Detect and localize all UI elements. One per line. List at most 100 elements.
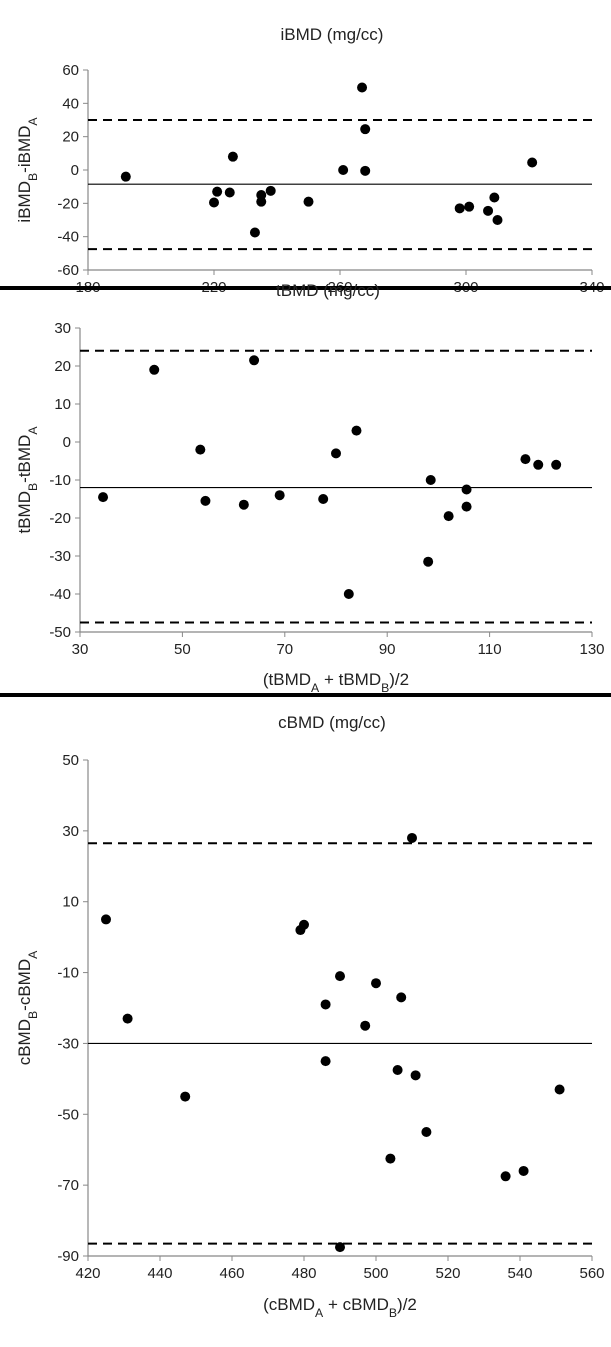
cbmd-data-point: [421, 1127, 432, 1137]
cbmd-x-tick-label: 480: [291, 1265, 316, 1282]
tbmd-x-tick-label: 30: [72, 641, 89, 658]
cbmd-panel: cBMD (mg/cc) -90 -70 -50 -30 -10 10 30 50 420 440 4…: [15, 713, 605, 1320]
tbmd-y-tick-label: -50: [49, 624, 71, 641]
ibmd-data-point: [357, 82, 368, 93]
ibmd-data-point: [249, 227, 260, 238]
ibmd-y-tick-label: -60: [57, 262, 79, 279]
cbmd-data-point: [320, 1056, 331, 1067]
tbmd-data-point: [351, 425, 362, 436]
ibmd-data-point: [120, 171, 131, 182]
ibmd-y-tick-label: -20: [57, 195, 79, 212]
tbmd-y-tick-label: 20: [54, 358, 71, 375]
tbmd-x-axis-label: (tBMDA + tBMDB)/2: [263, 670, 409, 695]
ibmd-data-point: [227, 151, 238, 162]
cbmd-data-point: [385, 1153, 396, 1164]
cbmd-x-tick-label: 420: [75, 1265, 100, 1282]
ibmd-data-point: [454, 203, 465, 214]
tbmd-data-point: [274, 490, 285, 501]
ibmd-y-tick-label: 60: [62, 62, 79, 79]
cbmd-data-point: [371, 978, 381, 989]
tbmd-data-point: [149, 364, 160, 375]
ibmd-data-point: [489, 192, 500, 203]
ibmd-data-point: [492, 215, 503, 225]
cbmd-y-tick-label: -70: [57, 1177, 79, 1194]
cbmd-data-point: [360, 1020, 371, 1031]
cbmd-data-point: [335, 971, 345, 982]
cbmd-data-point: [299, 919, 309, 930]
tbmd-data-point: [533, 459, 544, 470]
cbmd-y-tick-label: 50: [62, 752, 79, 769]
tbmd-data-point: [425, 475, 436, 485]
cbmd-x-tick-label: 500: [363, 1265, 388, 1282]
tbmd-data-point: [461, 501, 472, 512]
cbmd-data-point: [180, 1091, 191, 1102]
cbmd-data-point: [320, 999, 331, 1010]
cbmd-x-tick-label: 560: [579, 1265, 604, 1282]
cbmd-y-tick-label: 30: [62, 823, 79, 840]
tbmd-x-tick-label: 130: [579, 641, 604, 658]
tbmd-y-tick-label: 10: [54, 396, 71, 413]
cbmd-data-point: [335, 1242, 345, 1253]
cbmd-x-tick-label: 540: [507, 1265, 532, 1282]
tbmd-x-tick-label: 90: [379, 641, 396, 658]
cbmd-data-point: [554, 1084, 565, 1095]
ibmd-data-point: [265, 185, 276, 196]
cbmd-y-tick-label: 10: [62, 894, 79, 911]
tbmd-x-tick-label: 50: [174, 641, 191, 658]
ibmd-data-point: [256, 196, 267, 207]
tbmd-data-point: [200, 495, 211, 506]
cbmd-x-axis-label: (cBMDA + cBMDB)/2: [263, 1295, 417, 1320]
ibmd-data-point: [212, 186, 223, 197]
ibmd-y-tick-label: 20: [62, 129, 79, 146]
ibmd-chart-title: iBMD (mg/cc): [281, 25, 384, 44]
ibmd-y-tick-label: 40: [62, 95, 79, 112]
cbmd-y-axis-label: cBMDB-cBMDA: [15, 950, 40, 1065]
ibmd-y-tick-label: 0: [71, 162, 79, 179]
tbmd-data-point: [318, 494, 329, 504]
cbmd-data-point: [410, 1070, 421, 1081]
ibmd-data-point: [209, 197, 219, 208]
ibmd-panel: iBMD (mg/cc)-60-40-200204060180220260300…: [15, 25, 605, 296]
tbmd-y-tick-label: 0: [63, 434, 71, 451]
cbmd-x-tick-label: 520: [435, 1265, 460, 1282]
tbmd-data-point: [443, 511, 454, 522]
tbmd-x-tick-label: 70: [276, 641, 293, 658]
cbmd-y-tick-label: -10: [57, 965, 79, 982]
tbmd-data-point: [238, 499, 249, 510]
tbmd-chart-title: tBMD (mg/cc): [276, 281, 380, 300]
tbmd-data-point: [520, 454, 531, 465]
cbmd-data-point: [500, 1171, 511, 1182]
ibmd-data-point: [338, 165, 349, 175]
cbmd-data-point: [122, 1013, 133, 1024]
tbmd-y-tick-label: 30: [54, 320, 71, 337]
tbmd-data-point: [249, 355, 260, 366]
cbmd-data-point: [396, 992, 407, 1003]
ibmd-data-point: [360, 165, 371, 176]
cbmd-chart-title: cBMD (mg/cc): [278, 713, 386, 732]
cbmd-y-tick-label: -50: [57, 1106, 79, 1123]
tbmd-panel: tBMD (mg/cc) -50 -40 -30 -20 -10 0 10 20 30 30 50 70…: [15, 281, 605, 695]
ibmd-data-point: [303, 196, 314, 207]
cbmd-data-point: [392, 1065, 403, 1075]
tbmd-data-point: [343, 589, 354, 599]
ibmd-data-point: [527, 157, 538, 168]
tbmd-y-tick-label: -20: [49, 510, 71, 527]
ibmd-data-point: [483, 205, 494, 216]
tbmd-data-point: [98, 492, 109, 503]
tbmd-y-tick-label: -10: [49, 472, 71, 489]
ibmd-y-axis-label: iBMDB-iBMDA: [15, 117, 40, 223]
tbmd-data-point: [195, 444, 206, 455]
ibmd-data-point: [360, 124, 371, 135]
cbmd-data-point: [518, 1165, 529, 1176]
tbmd-y-axis-label: tBMDB-tBMDA: [15, 426, 40, 534]
cbmd-data-point: [407, 832, 417, 843]
tbmd-x-tick-label: 110: [478, 641, 502, 658]
tbmd-data-point: [551, 459, 562, 470]
tbmd-data-point: [461, 484, 472, 495]
ibmd-data-point: [224, 187, 235, 198]
ibmd-y-tick-label: -40: [57, 229, 79, 246]
tbmd-data-point: [331, 448, 341, 459]
cbmd-x-tick-label: 460: [219, 1265, 244, 1282]
cbmd-data-point: [101, 914, 111, 925]
